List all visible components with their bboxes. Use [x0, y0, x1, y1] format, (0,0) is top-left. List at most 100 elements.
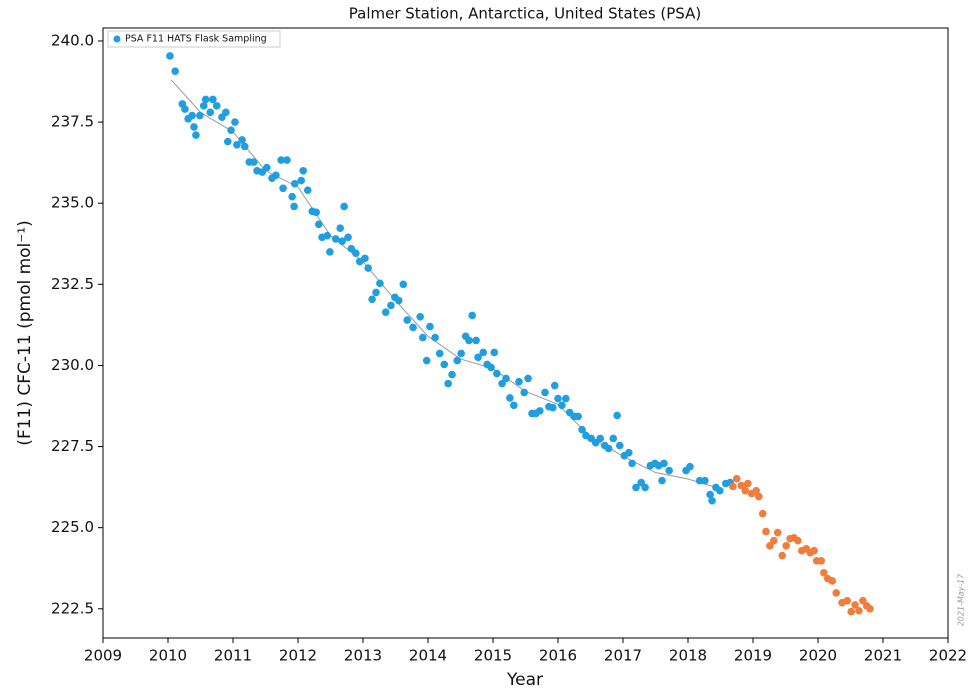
data-point	[794, 536, 802, 545]
x-tick-label: 2017	[604, 647, 642, 665]
data-point	[297, 176, 306, 185]
data-point	[323, 231, 332, 240]
data-point	[695, 476, 704, 485]
trend-line	[170, 79, 721, 490]
data-point	[755, 492, 763, 501]
data-point	[263, 163, 271, 172]
data-point	[855, 606, 863, 615]
x-tick-label: 2009	[84, 647, 122, 665]
data-point	[778, 551, 787, 560]
data-point	[409, 323, 417, 332]
data-point	[352, 249, 360, 257]
data-point	[201, 95, 210, 104]
y-tick-label: 225.0	[51, 518, 94, 536]
legend: PSA F11 HATS Flask Sampling	[107, 30, 281, 48]
data-point	[231, 118, 239, 126]
data-point	[752, 486, 761, 495]
data-point	[758, 509, 767, 518]
data-point	[422, 356, 431, 365]
data-point	[212, 102, 221, 110]
y-tick-label: 237.5	[51, 113, 94, 131]
x-tick-label: 2020	[799, 647, 837, 665]
data-point	[192, 131, 200, 139]
data-point	[549, 403, 557, 412]
data-point	[166, 52, 174, 60]
data-point	[283, 156, 291, 164]
data-point	[474, 353, 482, 362]
data-point	[222, 108, 230, 117]
data-point	[810, 546, 818, 555]
data-point	[403, 316, 412, 324]
y-tick-label: 227.5	[51, 437, 94, 455]
data-point	[729, 482, 737, 491]
data-point	[562, 394, 570, 403]
data-point	[181, 105, 189, 113]
data-point	[344, 233, 352, 242]
data-point	[209, 95, 217, 104]
x-tick-label: 2010	[149, 647, 187, 665]
data-point	[658, 476, 666, 485]
data-point	[604, 444, 613, 453]
data-point	[190, 123, 198, 131]
data-point	[440, 360, 449, 369]
data-point	[859, 596, 867, 605]
data-point	[453, 356, 462, 365]
data-point	[536, 407, 544, 415]
data-point	[303, 186, 312, 195]
data-point	[171, 67, 179, 75]
data-point	[641, 483, 649, 492]
data-point	[227, 126, 235, 135]
y-tick-label: 222.5	[51, 599, 94, 617]
data-point	[524, 374, 532, 383]
data-point	[338, 237, 347, 245]
data-point	[574, 412, 582, 421]
data-point	[188, 111, 196, 120]
data-point	[312, 208, 321, 217]
data-point	[851, 601, 859, 609]
data-point	[361, 254, 369, 263]
data-point	[493, 369, 501, 378]
data-point	[741, 486, 749, 495]
data-point	[416, 312, 425, 321]
data-point	[399, 280, 408, 289]
x-tick-label: 2022	[929, 647, 967, 665]
data-point	[435, 349, 444, 358]
y-tick-label: 230.0	[51, 356, 94, 374]
data-point	[331, 235, 340, 243]
date-stamp: 2021-May-17	[957, 573, 966, 626]
x-tick-label: 2018	[669, 647, 707, 665]
data-point	[628, 459, 636, 468]
data-point	[716, 486, 724, 495]
data-point	[660, 459, 668, 468]
data-point	[277, 156, 285, 164]
data-point	[558, 401, 566, 410]
data-point	[233, 141, 241, 149]
x-tick-label: 2014	[409, 647, 447, 665]
data-point	[368, 295, 376, 304]
data-point	[502, 374, 510, 383]
data-point	[299, 166, 308, 175]
y-axis-label: (F11) CFC-11 (pmol mol⁻¹)	[15, 220, 35, 445]
data-point	[843, 596, 852, 605]
chart-title: Palmer Station, Antarctica, United State…	[349, 5, 701, 23]
data-point	[199, 102, 208, 110]
y-tick-label: 235.0	[51, 194, 94, 212]
data-point	[279, 184, 287, 193]
data-point	[770, 536, 778, 545]
data-point	[381, 308, 390, 317]
data-point	[625, 448, 633, 457]
data-point	[866, 604, 874, 613]
data-point	[596, 434, 605, 443]
data-point	[426, 322, 434, 331]
data-point	[419, 333, 427, 342]
data-point	[472, 336, 480, 345]
data-point	[520, 388, 528, 397]
data-point	[782, 542, 790, 550]
data-point	[817, 556, 826, 565]
data-point	[498, 379, 506, 388]
x-tick-label: 2012	[279, 647, 317, 665]
x-tick-label: 2016	[539, 647, 577, 665]
data-point	[773, 528, 782, 537]
legend-box	[107, 30, 281, 48]
